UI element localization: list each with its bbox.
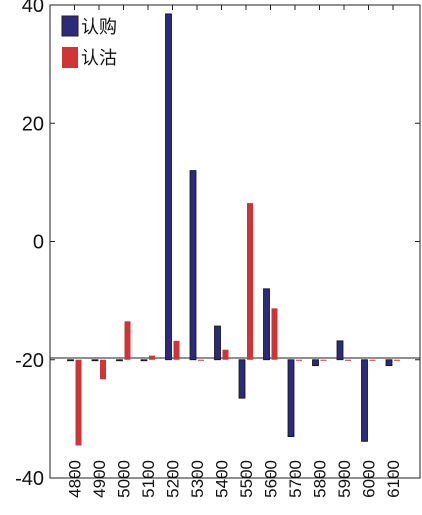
call-bar-5500 — [238, 359, 246, 399]
call-bar-5300 — [189, 170, 197, 361]
call-bar-4900 — [91, 359, 99, 362]
x-category-label: 5100 — [139, 460, 158, 498]
x-category-label: 5400 — [213, 460, 232, 498]
y-tick-label: 40 — [22, 0, 44, 17]
call-bar-6000 — [361, 359, 368, 442]
put-bar-6000 — [369, 359, 376, 361]
put-bar-5300 — [198, 359, 204, 361]
x-category-label: 5600 — [262, 460, 281, 498]
legend-swatch-put — [62, 47, 78, 68]
call-bar-5100 — [140, 359, 148, 362]
put-bar-5000 — [124, 321, 131, 360]
bars — [67, 13, 400, 446]
put-bar-4800 — [75, 359, 82, 446]
put-bar-5800 — [320, 359, 327, 361]
x-category-label: 5700 — [286, 460, 305, 498]
y-tick-label: -20 — [15, 350, 44, 372]
put-bar-5600 — [271, 308, 278, 360]
y-tick-label: 20 — [22, 113, 44, 135]
put-bar-5100 — [149, 355, 155, 360]
put-bar-4900 — [100, 359, 106, 380]
call-bar-5200 — [165, 13, 172, 361]
x-axis: 4800 4900 5000 5100 5200 5300 5400 5500 5600 5700… — [66, 5, 403, 498]
legend-label-call: 认购 — [81, 17, 117, 38]
call-bar-5700 — [287, 359, 295, 438]
y-tick-label: -40 — [15, 468, 44, 490]
x-category-label: 4900 — [90, 460, 109, 498]
put-bar-5200 — [173, 340, 180, 360]
put-bar-5500 — [247, 203, 253, 360]
put-bar-5700 — [296, 359, 302, 361]
call-bar-4800 — [67, 359, 74, 362]
plot-area — [49, 4, 421, 479]
x-category-label: 5800 — [311, 460, 330, 498]
legend-label-put: 认沽 — [81, 48, 117, 69]
y-axis: -40 -20 0 20 40 — [15, 0, 420, 490]
call-bar-5800 — [312, 359, 319, 367]
call-bar-5900 — [336, 340, 344, 361]
legend: 认购 认沽 — [61, 15, 117, 69]
x-category-label: 4800 — [66, 460, 85, 498]
call-bar-5600 — [263, 288, 270, 361]
x-category-label: 5300 — [188, 460, 207, 498]
put-bar-5400 — [222, 349, 229, 360]
x-category-label: 6100 — [384, 460, 403, 498]
x-category-label: 6000 — [360, 460, 379, 498]
x-category-label: 5200 — [164, 460, 183, 498]
x-category-label: 5900 — [335, 460, 354, 498]
legend-swatch-call — [61, 15, 79, 37]
put-bar-6100 — [394, 359, 400, 361]
x-category-label: 5500 — [237, 460, 256, 498]
call-bar-6100 — [385, 359, 393, 367]
call-bar-5000 — [116, 359, 123, 362]
call-bar-5400 — [214, 325, 221, 361]
y-tick-label: 0 — [33, 232, 44, 254]
put-bar-5900 — [345, 359, 351, 361]
x-category-label: 5000 — [115, 460, 134, 498]
